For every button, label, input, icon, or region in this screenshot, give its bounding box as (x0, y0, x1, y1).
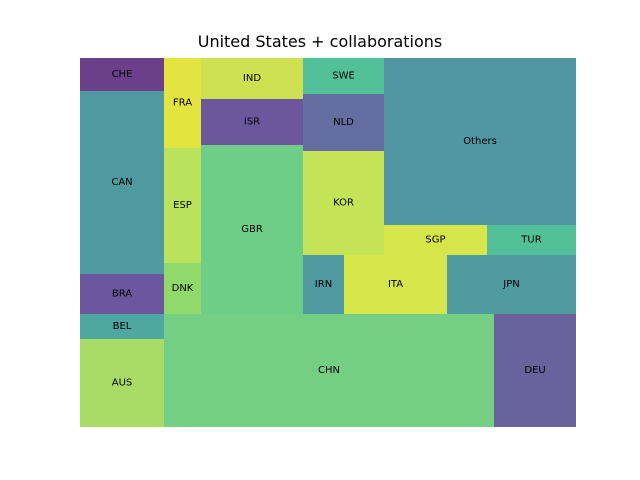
treemap-cell-chn (164, 314, 494, 427)
treemap-label-ita: ITA (388, 279, 403, 290)
treemap-cell-ita (344, 255, 447, 314)
treemap-cell-che (80, 58, 164, 91)
treemap-cell-bel (80, 314, 164, 339)
treemap-label-bel: BEL (113, 321, 132, 332)
treemap-cell-irn (303, 255, 344, 314)
treemap-cell-can (80, 91, 164, 274)
treemap-label-jpn: JPN (502, 279, 519, 290)
treemap-label-others: Others (463, 136, 497, 147)
treemap-label-bra: BRA (112, 289, 132, 300)
treemap-cell-deu (494, 314, 576, 427)
treemap-label-isr: ISR (244, 117, 260, 128)
treemap-cell-bra (80, 274, 164, 314)
treemap-label-swe: SWE (332, 71, 355, 82)
chart-title: United States + collaborations (197, 32, 443, 51)
treemap-label-sgp: SGP (425, 235, 445, 246)
treemap-label-nld: NLD (333, 117, 354, 128)
treemap-cell-gbr (201, 145, 303, 314)
treemap-cell-tur (487, 225, 576, 255)
treemap-label-aus: AUS (112, 378, 133, 389)
treemap-label-ind: IND (243, 73, 261, 84)
treemap-label-fra: FRA (173, 98, 192, 109)
treemap-cell-sgp (384, 225, 487, 255)
treemap-label-dnk: DNK (172, 283, 194, 294)
treemap-cell-nld (303, 94, 384, 151)
treemap-label-can: CAN (111, 177, 132, 188)
treemap-cell-isr (201, 99, 303, 145)
treemap-label-esp: ESP (173, 200, 192, 211)
treemap-cell-esp (164, 148, 201, 263)
treemap-label-che: CHE (112, 69, 133, 80)
treemap-label-kor: KOR (333, 198, 354, 209)
treemap-cell-aus (80, 339, 164, 427)
treemap-label-tur: TUR (520, 235, 541, 246)
treemap-cell-others (384, 58, 576, 225)
treemap-cell-jpn (447, 255, 576, 314)
treemap-label-deu: DEU (524, 365, 545, 376)
treemap-cell-kor (303, 151, 384, 255)
treemap-label-gbr: GBR (241, 224, 263, 235)
treemap-cell-swe (303, 58, 384, 94)
treemap-cell-ind (201, 58, 303, 99)
treemap-cell-dnk (164, 263, 201, 314)
treemap-label-chn: CHN (318, 365, 340, 376)
treemap-label-irn: IRN (315, 279, 332, 290)
treemap-cell-fra (164, 58, 201, 148)
